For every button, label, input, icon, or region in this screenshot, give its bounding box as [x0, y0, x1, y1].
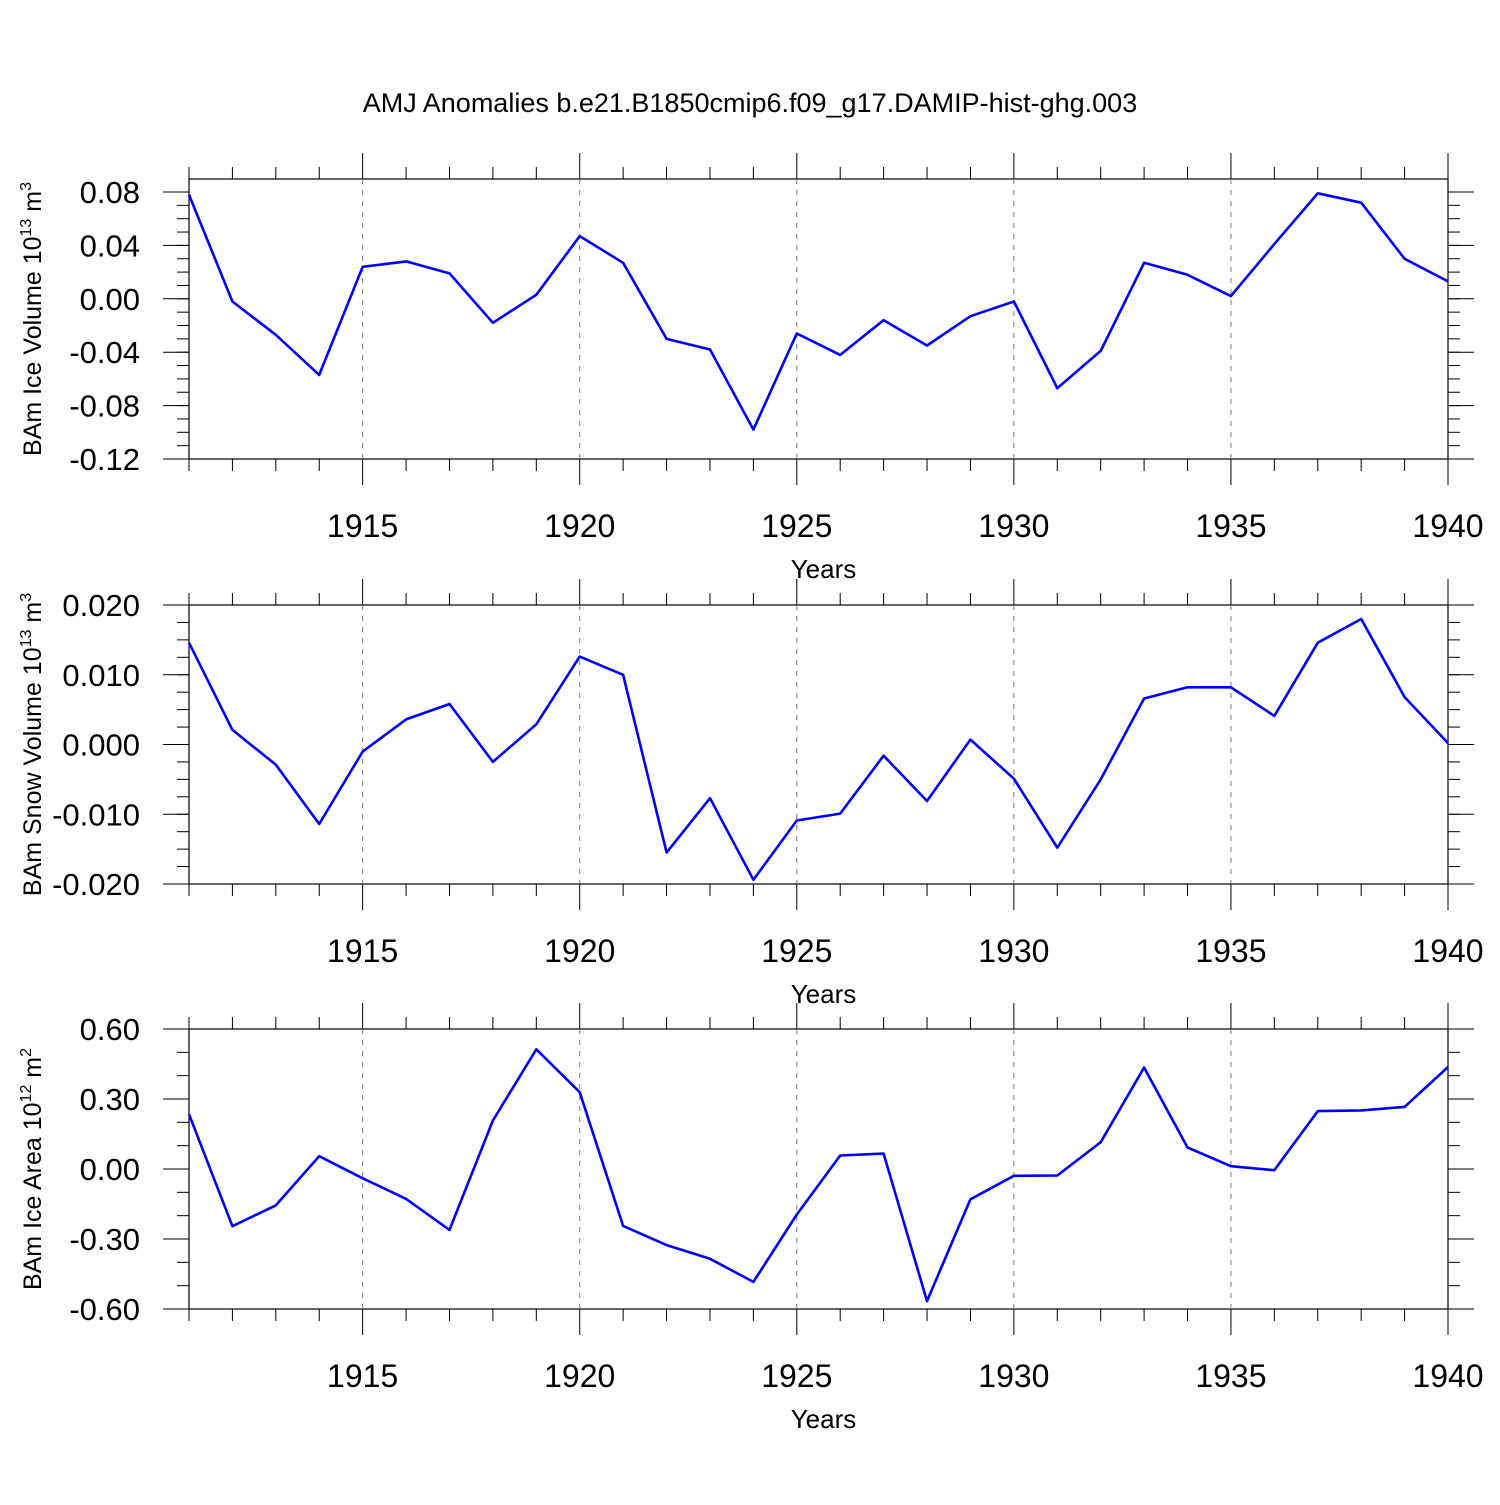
y-tick-label: -0.04 [69, 335, 140, 370]
y-label-unit: m [19, 1057, 47, 1085]
y-tick-label: 0.010 [62, 658, 140, 693]
x-tick-label: 1920 [544, 508, 615, 544]
y-label-unit-exp: 3 [18, 593, 35, 602]
x-tick-label: 1940 [1412, 933, 1483, 969]
y-tick-label: 0.00 [80, 1152, 140, 1187]
y-tick-label: -0.12 [69, 442, 140, 477]
x-tick-label: 1940 [1412, 508, 1483, 544]
y-label-exp: 13 [18, 219, 35, 237]
x-tick-label: 1940 [1412, 1358, 1483, 1394]
y-axis-label: BAm Ice Area 1012 m2 [18, 1048, 47, 1290]
y-label-exp: 13 [18, 629, 35, 647]
y-label-main: BAm Ice Area 10 [19, 1102, 47, 1290]
x-tick-label: 1920 [544, 933, 615, 969]
chart-panel-1: 1915 1920 1925 1930 1935 1940 Years 0.08 0.04 0.0… [18, 153, 1484, 584]
y-label-main: BAm Ice Volume 10 [19, 236, 47, 456]
series-line [187, 1048, 1449, 1303]
x-tick-label: 1930 [978, 933, 1049, 969]
y-tick-label: -0.30 [69, 1222, 140, 1257]
y-tick-label: -0.010 [52, 797, 140, 832]
y-tick-label: 0.08 [80, 175, 140, 210]
y-tick-label: -0.020 [52, 867, 140, 902]
y-tick-label: 0.30 [80, 1082, 140, 1117]
chart-panel-2: 1915 1920 1925 1930 1935 1940 Years 0.020 0.010 0… [18, 579, 1484, 1009]
y-axis-label: BAm Ice Volume 1013 m3 [18, 182, 47, 456]
x-axis-label: Years [791, 554, 857, 584]
y-label-unit: m [19, 191, 47, 219]
x-tick-label: 1935 [1195, 933, 1266, 969]
figure-title: AMJ Anomalies b.e21.B1850cmip6.f09_g17.D… [362, 88, 1138, 118]
x-axis-label: Years [791, 1404, 857, 1434]
y-label-unit-exp: 2 [18, 1048, 35, 1057]
series-line [187, 192, 1449, 431]
y-axis-label: BAm Snow Volume 1013 m3 [18, 593, 47, 896]
x-tick-label: 1930 [978, 508, 1049, 544]
x-tick-label: 1930 [978, 1358, 1049, 1394]
y-label-unit-exp: 3 [18, 182, 35, 191]
x-tick-label: 1925 [761, 1358, 832, 1394]
y-label-unit: m [19, 602, 47, 630]
y-tick-label: -0.08 [69, 389, 140, 424]
x-tick-label: 1920 [544, 1358, 615, 1394]
y-tick-label: -0.60 [69, 1292, 140, 1327]
y-label-main: BAm Snow Volume 10 [19, 647, 47, 896]
x-tick-label: 1915 [327, 1358, 398, 1394]
x-axis-label: Years [791, 979, 857, 1009]
x-tick-label: 1935 [1195, 508, 1266, 544]
x-tick-label: 1935 [1195, 1358, 1266, 1394]
x-tick-label: 1915 [327, 933, 398, 969]
x-tick-label: 1915 [327, 508, 398, 544]
y-label-exp: 12 [18, 1085, 35, 1103]
y-tick-label: 0.60 [80, 1012, 140, 1047]
chart-panel-3: 1915 1920 1925 1930 1935 1940 Years 0.60 0.30 0.0… [18, 1003, 1484, 1434]
x-tick-label: 1925 [761, 933, 832, 969]
plot-frame [188, 178, 1449, 460]
y-tick-label: 0.000 [62, 728, 140, 763]
x-tick-label: 1925 [761, 508, 832, 544]
y-tick-label: 0.020 [62, 588, 140, 623]
y-tick-label: 0.04 [80, 228, 140, 263]
series-line [187, 617, 1449, 882]
y-tick-label: 0.00 [80, 282, 140, 317]
plot-frame [188, 604, 1449, 885]
